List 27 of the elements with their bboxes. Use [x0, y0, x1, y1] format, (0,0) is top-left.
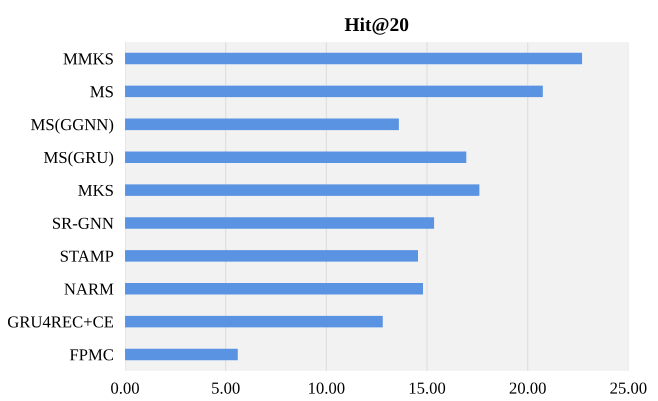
- bar: [125, 316, 383, 328]
- bar: [125, 217, 434, 229]
- bar: [125, 151, 466, 163]
- bar: [125, 86, 543, 98]
- x-tick-label: 25.00: [610, 382, 647, 394]
- y-tick-label: MS(GGNN): [31, 118, 114, 134]
- y-tick-label: MKS: [78, 184, 113, 196]
- x-tick-label: 10.00: [309, 382, 344, 394]
- bar: [125, 52, 582, 64]
- y-tick-label: FPMC: [70, 349, 113, 360]
- y-tick-label: MS(GRU): [44, 151, 114, 167]
- chart-title: Hit@20: [344, 18, 408, 35]
- y-tick-label: GRU4REC+CE: [8, 316, 114, 328]
- bar: [125, 282, 424, 294]
- y-tick-label: NARM: [64, 284, 114, 295]
- y-tick-label: MMKS: [63, 53, 113, 64]
- bar: [125, 250, 418, 262]
- x-tick-label: 0.00: [111, 382, 139, 394]
- x-tick-label: 5.00: [212, 382, 240, 394]
- bar: [125, 118, 399, 130]
- x-tick-label: 20.00: [510, 382, 546, 394]
- bar: [125, 184, 480, 196]
- x-tick-label: 15.00: [410, 382, 446, 394]
- y-tick-label: SR-GNN: [52, 218, 114, 229]
- y-tick-label: MS: [90, 86, 113, 98]
- bar: [125, 348, 238, 360]
- y-tick-label: STAMP: [60, 250, 114, 262]
